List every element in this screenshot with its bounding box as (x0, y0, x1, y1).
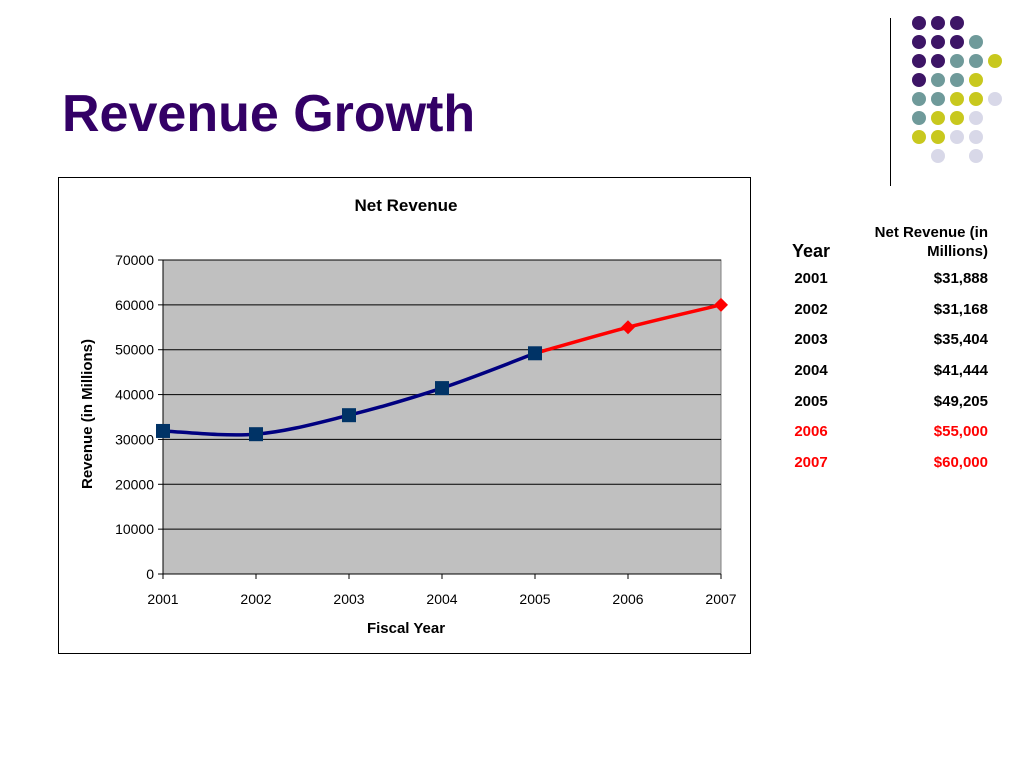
x-tick-label: 2001 (147, 591, 178, 607)
cell-year: 2006 (794, 423, 828, 441)
net-revenue-chart: Net Revenue 0 10000 20000 30000 40000 50000 600… (79, 196, 737, 637)
cell-revenue: $31,888 (933, 270, 988, 288)
table-row: 2007 $60,000 (786, 447, 994, 478)
decorative-dot (988, 92, 1002, 106)
y-tick-label: 50000 (115, 342, 154, 358)
column-header-year: Year (792, 240, 831, 261)
cell-revenue: $49,205 (933, 392, 988, 410)
decorative-dot (912, 35, 926, 49)
data-point-actual (528, 346, 542, 361)
table-row: 2002 $31,168 (786, 294, 994, 325)
decorative-dot (912, 130, 926, 144)
decorative-dot (912, 92, 926, 106)
decorative-dot (912, 73, 926, 87)
data-point-actual (156, 423, 170, 438)
table-row: 2003 $35,404 (786, 325, 994, 356)
decorative-dot (950, 73, 964, 87)
y-tick-label: 30000 (115, 431, 154, 447)
chart-title: Net Revenue (355, 196, 458, 215)
table-header-row: Year Net Revenue (in Millions) (786, 222, 994, 264)
x-tick-label: 2002 (240, 591, 271, 607)
x-tick-label: 2005 (519, 591, 550, 607)
table-row: 2001 $31,888 (786, 264, 994, 295)
decorative-dot (969, 73, 983, 87)
decorative-dot (969, 130, 983, 144)
cell-revenue: $60,000 (933, 453, 988, 471)
decorative-dot (969, 92, 983, 106)
x-tick-label: 2006 (612, 591, 643, 607)
revenue-table: Year Net Revenue (in Millions) 2001 $31,8… (786, 222, 994, 478)
decorative-divider (890, 18, 891, 186)
decorative-dot (912, 16, 926, 30)
decorative-dot (969, 54, 983, 68)
cell-revenue: $31,168 (933, 300, 988, 318)
decorative-dot (950, 35, 964, 49)
y-axis-label: Revenue (in Millions) (79, 339, 96, 489)
decorative-dot (931, 92, 945, 106)
data-point-actual (435, 381, 449, 396)
decorative-dot (912, 111, 926, 125)
cell-year: 2004 (794, 362, 828, 380)
chart-frame: Net Revenue 0 10000 20000 30000 40000 50000 600… (58, 177, 751, 654)
decorative-dot (969, 111, 983, 125)
cell-year: 2001 (794, 270, 828, 288)
decorative-dot (931, 149, 945, 163)
y-tick-label: 0 (146, 566, 154, 582)
slide-title: Revenue Growth (62, 85, 476, 143)
table-row: 2004 $41,444 (786, 355, 994, 386)
x-tick-label: 2007 (705, 591, 736, 607)
x-tick-label: 2003 (333, 591, 364, 607)
decorative-dot (969, 35, 983, 49)
column-header-revenue: Net Revenue (in Millions) (874, 224, 988, 260)
table-row: 2006 $55,000 (786, 416, 994, 447)
decorative-dot (950, 16, 964, 30)
decorative-dot (931, 54, 945, 68)
decorative-dot (950, 130, 964, 144)
decorative-dot (969, 149, 983, 163)
decorative-dot (931, 111, 945, 125)
data-point-projected (714, 297, 728, 312)
table-row: 2005 $49,205 (786, 386, 994, 417)
decorative-dot (931, 73, 945, 87)
decorative-dot (950, 111, 964, 125)
plot-area (162, 259, 722, 575)
decorative-dot (912, 54, 926, 68)
decorative-dot (950, 92, 964, 106)
data-point-actual (342, 408, 356, 423)
data-point-projected (621, 320, 635, 335)
decorative-dot (931, 16, 945, 30)
y-tick-label: 10000 (115, 521, 154, 537)
decorative-dot (931, 35, 945, 49)
decorative-dot (950, 54, 964, 68)
cell-year: 2005 (794, 392, 828, 410)
decorative-dot-grid (912, 16, 1002, 163)
cell-revenue: $35,404 (933, 331, 988, 349)
cell-year: 2003 (794, 331, 828, 349)
cell-revenue: $41,444 (933, 362, 988, 380)
cell-year: 2007 (794, 453, 828, 471)
cell-revenue: $55,000 (933, 423, 988, 441)
y-tick-label: 60000 (115, 297, 154, 313)
x-tick-label: 2004 (426, 591, 457, 607)
y-tick-label: 40000 (115, 387, 154, 403)
cell-year: 2002 (794, 300, 828, 318)
decorative-dot (931, 130, 945, 144)
decorative-dot (988, 54, 1002, 68)
y-tick-label: 20000 (115, 476, 154, 492)
x-axis-label: Fiscal Year (367, 620, 445, 637)
y-tick-label: 70000 (115, 252, 154, 268)
data-point-actual (249, 427, 263, 442)
